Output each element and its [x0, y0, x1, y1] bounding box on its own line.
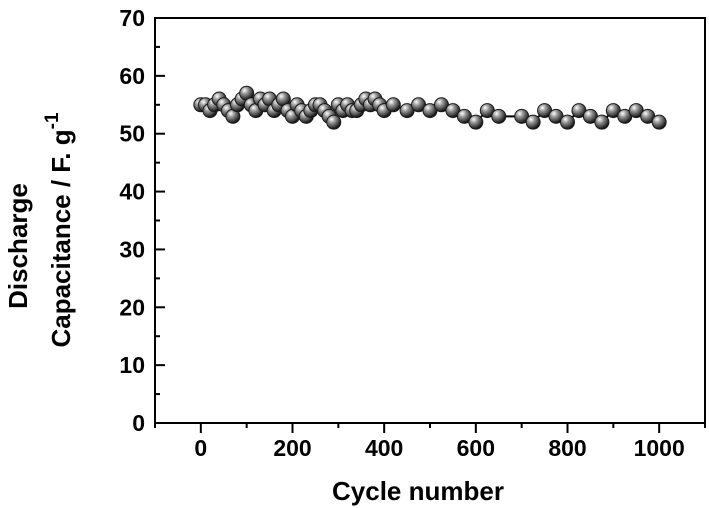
data-point: [385, 97, 401, 113]
x-tick-label: 600: [457, 435, 495, 461]
y-tick-label: 20: [119, 294, 145, 320]
plot-frame: [154, 17, 706, 424]
x-tick-label: 0: [194, 435, 207, 461]
x-tick-label: 400: [365, 435, 403, 461]
x-tick-label: 1000: [634, 435, 685, 461]
axis-ticks: [154, 17, 706, 433]
tick-labels: 0 10 20 30 40 50 60 70 0 200 400 600 800 1000: [119, 5, 684, 461]
data-point: [560, 114, 575, 130]
y-tick-label: 50: [119, 121, 145, 147]
y-axis-title-main: Capacitance / F. g: [46, 129, 76, 347]
y-axis-title-line2: Capacitance / F. g-1: [42, 112, 76, 348]
data-point: [651, 114, 667, 130]
data-point: [525, 114, 541, 130]
y-tick-label: 60: [119, 63, 145, 89]
data-point: [594, 114, 610, 130]
y-tick-label: 10: [119, 352, 145, 378]
y-tick-label: 30: [119, 236, 145, 262]
plot-border: [154, 17, 706, 424]
data-point: [326, 114, 342, 130]
data-point: [491, 108, 507, 124]
y-tick-label: 40: [119, 179, 145, 205]
x-tick-label: 200: [273, 435, 311, 461]
x-axis-title: Cycle number: [332, 476, 504, 506]
y-tick-label: 0: [132, 410, 145, 436]
data-series: [193, 85, 667, 130]
y-axis-title-line1: Discharge: [3, 183, 33, 309]
x-tick-label: 800: [548, 435, 586, 461]
y-axis-title-superscript: -1: [42, 112, 63, 129]
y-tick-label: 70: [119, 5, 145, 31]
data-point: [468, 114, 484, 130]
